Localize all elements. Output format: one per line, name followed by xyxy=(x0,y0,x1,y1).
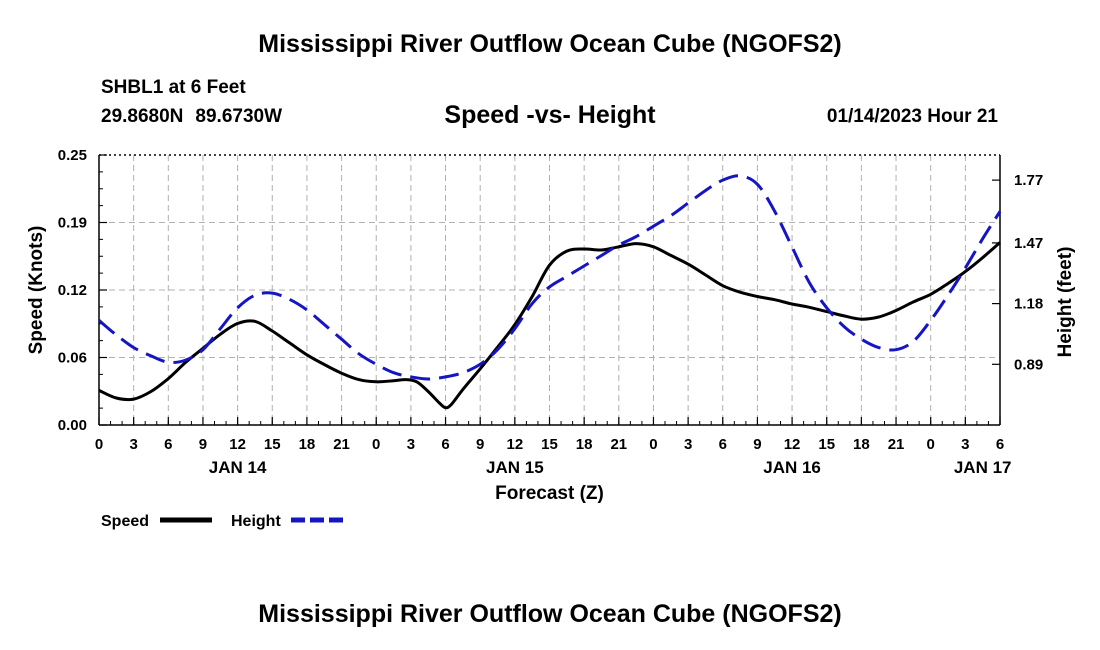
x-tick-label: 0 xyxy=(95,436,103,453)
y-left-tick-label: 0.00 xyxy=(58,417,87,434)
x-tick-label: 15 xyxy=(541,436,558,453)
y-right-tick-label: 1.77 xyxy=(1014,172,1043,189)
x-tick-label: 18 xyxy=(853,436,870,453)
x-tick-label: 3 xyxy=(407,436,415,453)
legend-label-height: Height xyxy=(231,513,281,530)
height-series-line xyxy=(98,174,1002,381)
x-tick-label: 15 xyxy=(818,436,835,453)
x-tick-label: 12 xyxy=(507,436,524,453)
x-tick-label: 6 xyxy=(719,436,727,453)
x-tick-label: 18 xyxy=(576,436,593,453)
x-tick-label: 3 xyxy=(684,436,692,453)
x-tick-label: 6 xyxy=(164,436,172,453)
date-label: JAN 17 xyxy=(954,458,1012,477)
y-left-axis-title: Speed (Knots) xyxy=(26,226,47,355)
forecast-datetime: 01/14/2023 Hour 21 xyxy=(826,106,998,127)
main-title: Mississippi River Outflow Ocean Cube (NG… xyxy=(258,30,842,58)
x-tick-label: 18 xyxy=(299,436,316,453)
x-tick-label: 9 xyxy=(753,436,761,453)
footer-title: Mississippi River Outflow Ocean Cube (NG… xyxy=(258,600,842,628)
x-tick-label: 21 xyxy=(333,436,350,453)
x-tick-label: 12 xyxy=(229,436,246,453)
x-tick-label: 3 xyxy=(129,436,137,453)
x-tick-label: 3 xyxy=(961,436,969,453)
x-tick-label: 0 xyxy=(649,436,657,453)
y-left-tick-label: 0.25 xyxy=(58,147,87,164)
x-axis-title: Forecast (Z) xyxy=(495,483,604,504)
x-tick-label: 21 xyxy=(888,436,905,453)
x-tick-label: 0 xyxy=(372,436,380,453)
date-label: JAN 16 xyxy=(763,458,821,477)
y-left-tick-label: 0.12 xyxy=(58,282,87,299)
longitude: 89.6730W xyxy=(195,106,283,127)
x-tick-label: 0 xyxy=(927,436,935,453)
x-tick-label: 9 xyxy=(476,436,484,453)
y-right-tick-label: 1.18 xyxy=(1014,296,1043,313)
y-right-tick-label: 1.47 xyxy=(1014,235,1043,252)
y-left-tick-label: 0.06 xyxy=(58,350,87,367)
x-tick-label: 6 xyxy=(996,436,1004,453)
x-tick-label: 9 xyxy=(199,436,207,453)
latitude: 29.8680N xyxy=(101,106,184,127)
chart-subtitle: Speed -vs- Height xyxy=(444,101,656,129)
date-label: JAN 14 xyxy=(209,458,267,477)
y-left-tick-label: 0.19 xyxy=(58,215,87,232)
x-tick-label: 12 xyxy=(784,436,801,453)
y-right-tick-label: 0.89 xyxy=(1014,356,1043,373)
legend-label-speed: Speed xyxy=(101,513,149,530)
station-label: SHBL1 at 6 Feet xyxy=(101,77,246,98)
station-coordinates: 29.8680N 89.6730W xyxy=(101,106,282,128)
speed-series-line xyxy=(98,241,1001,410)
date-label: JAN 15 xyxy=(486,458,544,477)
x-tick-label: 6 xyxy=(441,436,449,453)
y-right-axis-title: Height (feet) xyxy=(1055,247,1076,358)
x-tick-label: 21 xyxy=(610,436,627,453)
x-tick-label: 15 xyxy=(264,436,281,453)
